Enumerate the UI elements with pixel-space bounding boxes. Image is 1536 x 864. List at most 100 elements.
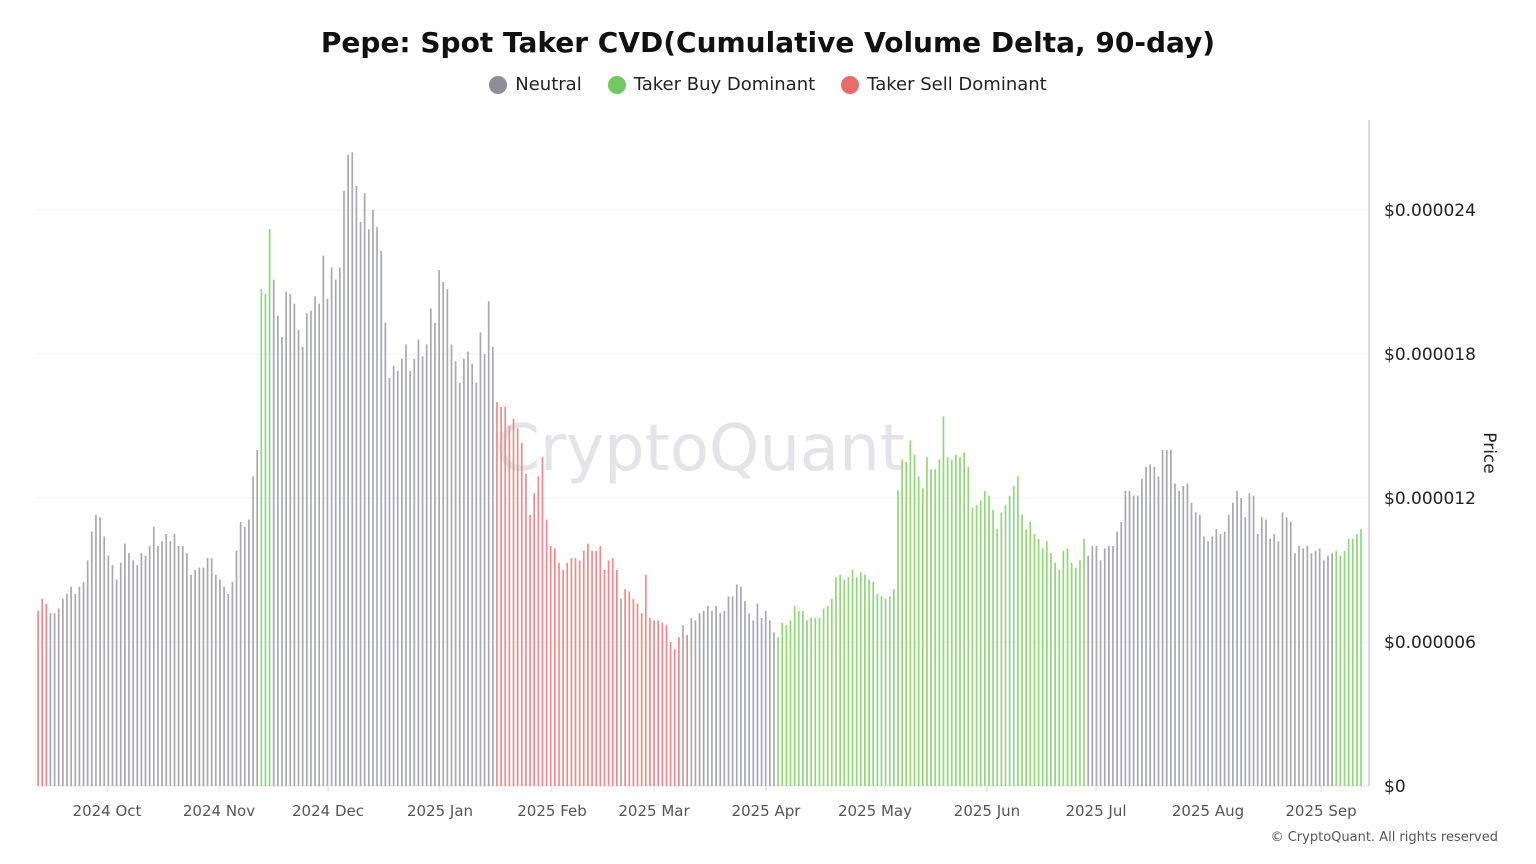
bar-neutral bbox=[1240, 498, 1243, 786]
bar-neutral bbox=[347, 154, 349, 787]
bar-neutral bbox=[434, 322, 436, 786]
bar-buy bbox=[1347, 538, 1350, 786]
y-tick-label: $0.000012 bbox=[1384, 489, 1476, 509]
bar-sell bbox=[37, 610, 39, 786]
bar-neutral bbox=[429, 308, 432, 786]
bar-neutral bbox=[438, 270, 440, 786]
bar-neutral bbox=[698, 613, 701, 786]
bar-neutral bbox=[363, 193, 366, 786]
y-tick-label: $0.000024 bbox=[1384, 201, 1476, 221]
x-axis: 2024 Oct 2024 Nov 2024 Dec 2025 Jan 2025 Feb… bbox=[73, 786, 1357, 820]
bar-neutral bbox=[177, 546, 180, 786]
bar-buy bbox=[843, 579, 846, 786]
bar-neutral bbox=[1277, 541, 1280, 786]
bar-buy bbox=[835, 577, 837, 786]
bar-sell bbox=[653, 620, 655, 786]
bar-neutral bbox=[752, 620, 755, 786]
bar-neutral bbox=[1223, 531, 1226, 786]
bar-neutral bbox=[214, 574, 217, 786]
bar-sell bbox=[525, 474, 527, 786]
bar-neutral bbox=[694, 620, 697, 786]
bar-neutral bbox=[140, 553, 143, 786]
bar-neutral bbox=[99, 517, 101, 786]
bar-buy bbox=[810, 618, 813, 786]
bar-neutral bbox=[66, 594, 68, 786]
legend-item-buy[interactable]: Taker Buy Dominant bbox=[607, 74, 816, 95]
bar-buy bbox=[1062, 550, 1065, 786]
bar-buy bbox=[893, 589, 895, 786]
bar-neutral bbox=[148, 546, 151, 786]
y-tick-label: $0 bbox=[1384, 777, 1406, 797]
bar-neutral bbox=[1136, 495, 1139, 786]
bar-sell bbox=[578, 560, 581, 786]
bar-neutral bbox=[1170, 450, 1172, 786]
bar-neutral bbox=[450, 344, 453, 786]
bar-buy bbox=[868, 579, 870, 786]
bar-neutral bbox=[487, 301, 490, 786]
bar-neutral bbox=[62, 598, 64, 786]
legend-label: Taker Sell Dominant bbox=[867, 74, 1047, 95]
bar-sell bbox=[500, 406, 502, 786]
bar-neutral bbox=[744, 601, 746, 786]
bar-neutral bbox=[128, 553, 130, 786]
bar-neutral bbox=[334, 279, 337, 786]
bar-neutral bbox=[157, 546, 159, 786]
bar-buy bbox=[942, 416, 945, 786]
bar-neutral bbox=[392, 366, 395, 786]
bar-neutral bbox=[190, 574, 192, 786]
bar-neutral bbox=[181, 546, 184, 786]
bar-neutral bbox=[1174, 483, 1176, 786]
bar-neutral bbox=[1244, 517, 1247, 786]
legend-label: Neutral bbox=[515, 74, 582, 95]
bar-buy bbox=[1017, 476, 1019, 786]
bar-neutral bbox=[152, 526, 155, 786]
bar-neutral bbox=[293, 303, 296, 786]
legend-dot-icon bbox=[489, 75, 508, 94]
bar-sell bbox=[644, 574, 647, 786]
bar-neutral bbox=[1236, 490, 1238, 786]
bar-neutral bbox=[57, 608, 60, 786]
bar-buy bbox=[884, 598, 887, 786]
bar-neutral bbox=[471, 363, 474, 786]
bar-buy bbox=[839, 574, 841, 786]
x-tick-label: 2025 Feb bbox=[517, 802, 587, 820]
legend-item-neutral[interactable]: Neutral bbox=[489, 74, 582, 95]
bar-neutral bbox=[194, 570, 197, 786]
bar-buy bbox=[268, 229, 271, 786]
bar-neutral bbox=[49, 613, 52, 786]
bar-buy bbox=[1004, 505, 1007, 786]
bar-sell bbox=[570, 558, 573, 786]
bar-buy bbox=[967, 466, 970, 786]
bar-sell bbox=[599, 546, 602, 786]
bar-neutral bbox=[760, 618, 763, 786]
bar-neutral bbox=[1327, 555, 1329, 786]
bar-neutral bbox=[1273, 534, 1276, 786]
bar-neutral bbox=[1141, 478, 1143, 786]
x-tick-label: 2025 Aug bbox=[1172, 802, 1244, 820]
bar-neutral bbox=[1302, 548, 1305, 786]
legend-item-sell[interactable]: Taker Sell Dominant bbox=[841, 74, 1047, 95]
bar-neutral bbox=[1124, 490, 1127, 786]
bar-buy bbox=[950, 459, 953, 786]
bar-buy bbox=[996, 529, 999, 786]
legend-label: Taker Buy Dominant bbox=[633, 74, 816, 95]
bar-neutral bbox=[78, 586, 81, 786]
bar-neutral bbox=[425, 344, 428, 786]
bar-neutral bbox=[1306, 546, 1309, 786]
bar-neutral bbox=[1248, 493, 1251, 786]
bar-sell bbox=[516, 428, 519, 786]
bar-buy bbox=[818, 618, 821, 786]
bar-neutral bbox=[173, 534, 176, 786]
bar-neutral bbox=[756, 603, 759, 786]
bar-buy bbox=[264, 294, 267, 786]
bar-neutral bbox=[768, 620, 771, 786]
bar-neutral bbox=[1108, 546, 1110, 786]
bar-buy bbox=[1335, 550, 1338, 786]
bar-neutral bbox=[86, 560, 89, 786]
bar-neutral bbox=[281, 337, 283, 786]
bar-buy bbox=[855, 577, 858, 786]
x-tick-label: 2024 Nov bbox=[183, 802, 255, 820]
bar-neutral bbox=[285, 291, 287, 786]
bar-sell bbox=[661, 622, 664, 786]
